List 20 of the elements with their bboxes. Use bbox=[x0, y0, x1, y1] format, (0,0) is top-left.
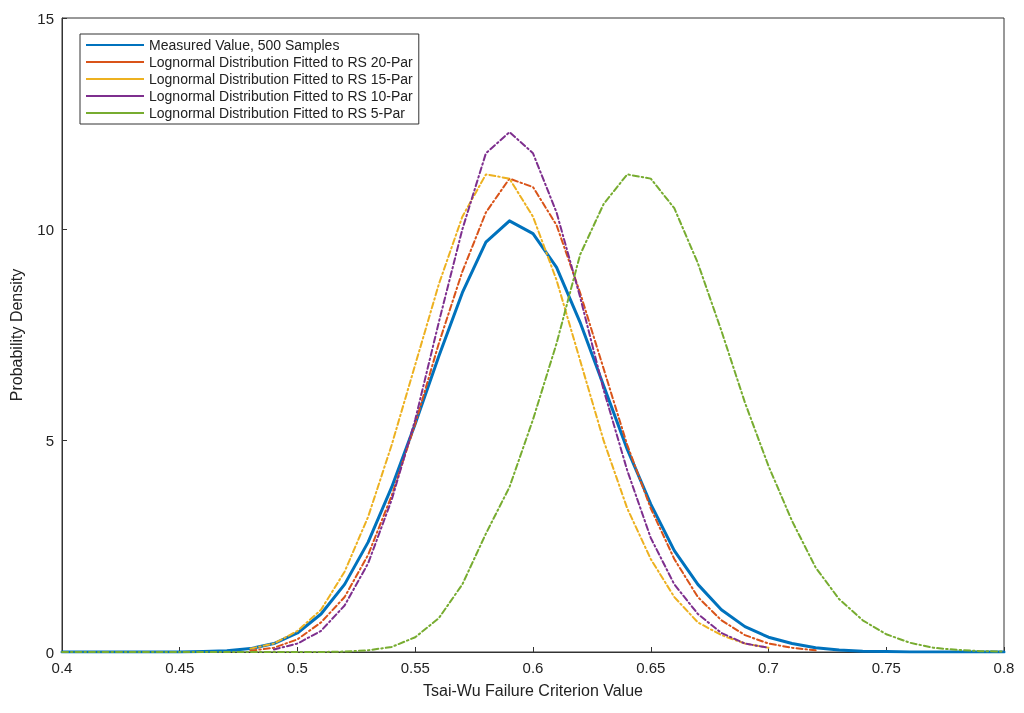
y-axis-title: Probability Density bbox=[7, 268, 25, 402]
legend-label: Lognormal Distribution Fitted to RS 15-Par bbox=[149, 71, 414, 87]
x-tick-label: 0.65 bbox=[636, 659, 666, 676]
x-tick-label: 0.55 bbox=[400, 659, 430, 676]
x-tick-label: 0.7 bbox=[758, 659, 779, 676]
legend-label: Lognormal Distribution Fitted to RS 20-Par bbox=[149, 54, 414, 70]
y-tick-label: 10 bbox=[37, 220, 54, 238]
x-tick-label: 0.6 bbox=[522, 659, 544, 676]
y-tick-label: 5 bbox=[45, 432, 54, 450]
y-tick-label: 15 bbox=[37, 9, 54, 27]
y-tick-label: 0 bbox=[45, 643, 54, 661]
x-tick-label: 0.8 bbox=[993, 659, 1015, 676]
x-tick-label: 0.4 bbox=[51, 659, 73, 676]
x-tick-label: 0.5 bbox=[287, 659, 308, 676]
x-tick-label: 0.45 bbox=[165, 659, 195, 676]
x-tick-label: 0.75 bbox=[871, 659, 901, 676]
legend-label: Lognormal Distribution Fitted to RS 5-Par bbox=[149, 105, 406, 121]
legend-label: Measured Value, 500 Samples bbox=[149, 37, 340, 53]
legend-label: Lognormal Distribution Fitted to RS 10-Par bbox=[149, 88, 414, 104]
x-axis-title: Tsai-Wu Failure Criterion Value bbox=[423, 681, 644, 699]
